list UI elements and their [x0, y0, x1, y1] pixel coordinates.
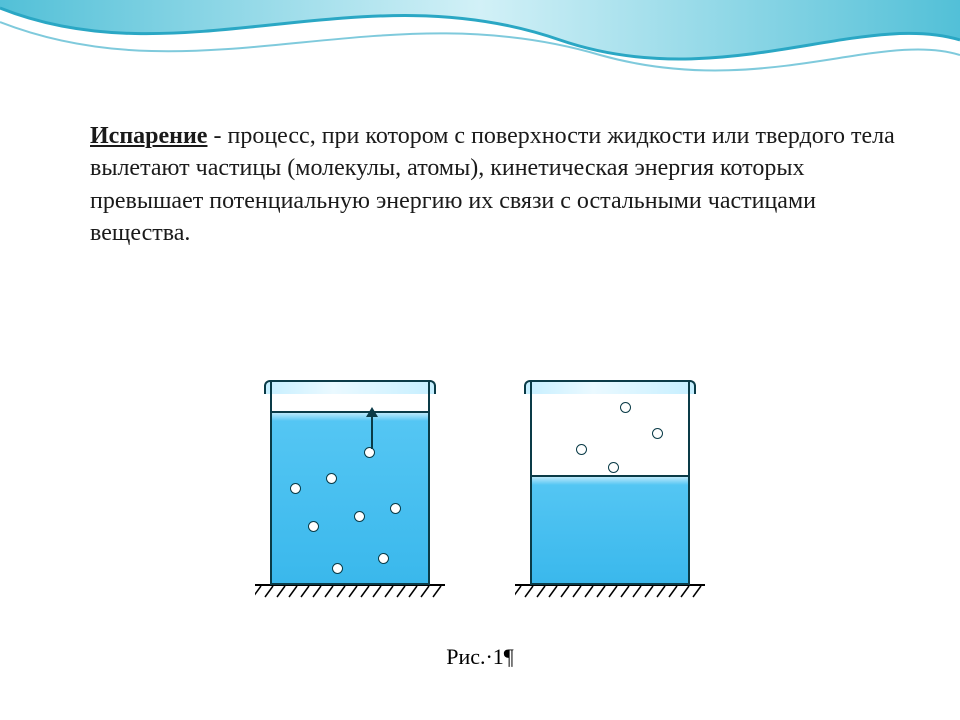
- molecule: [326, 473, 337, 484]
- beaker-left-group: [255, 380, 445, 599]
- molecule: [332, 563, 343, 574]
- beaker-right-group: [515, 380, 705, 599]
- beaker-right: [530, 380, 690, 585]
- table-surface-right: [515, 583, 705, 599]
- molecule: [308, 521, 319, 532]
- beaker-left: [270, 380, 430, 585]
- dash: -: [207, 123, 227, 149]
- molecule: [354, 511, 365, 522]
- decorative-wave: [0, 0, 960, 110]
- escape-arrow: [366, 407, 378, 449]
- molecule: [620, 402, 631, 413]
- table-surface-left: [255, 583, 445, 599]
- liquid: [272, 411, 428, 583]
- molecule: [608, 462, 619, 473]
- content-area: Испарение - процесс, при котором с повер…: [90, 120, 900, 250]
- term: Испарение: [90, 123, 207, 149]
- liquid-surface-line: [532, 475, 688, 477]
- molecule: [390, 503, 401, 514]
- arrow-head-icon: [366, 407, 378, 417]
- diagram: [0, 380, 960, 599]
- molecule: [652, 428, 663, 439]
- molecule: [290, 483, 301, 494]
- arrow-shaft: [371, 417, 373, 449]
- liquid-surface-line: [272, 411, 428, 413]
- molecule: [576, 444, 587, 455]
- molecule: [378, 553, 389, 564]
- liquid: [532, 475, 688, 583]
- figure-caption: Рис.·1¶: [0, 644, 960, 670]
- definition-paragraph: Испарение - процесс, при котором с повер…: [90, 120, 900, 250]
